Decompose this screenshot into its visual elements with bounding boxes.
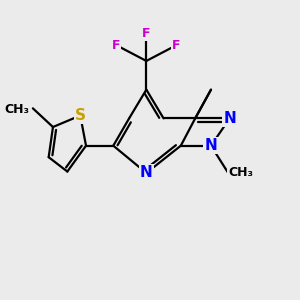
Text: CH₃: CH₃	[4, 103, 29, 116]
Text: F: F	[142, 27, 151, 40]
Text: N: N	[205, 138, 218, 153]
Text: N: N	[223, 111, 236, 126]
Text: F: F	[112, 39, 120, 52]
Text: S: S	[75, 108, 86, 123]
Text: N: N	[140, 166, 153, 181]
Text: CH₃: CH₃	[228, 167, 253, 179]
Text: F: F	[172, 39, 181, 52]
